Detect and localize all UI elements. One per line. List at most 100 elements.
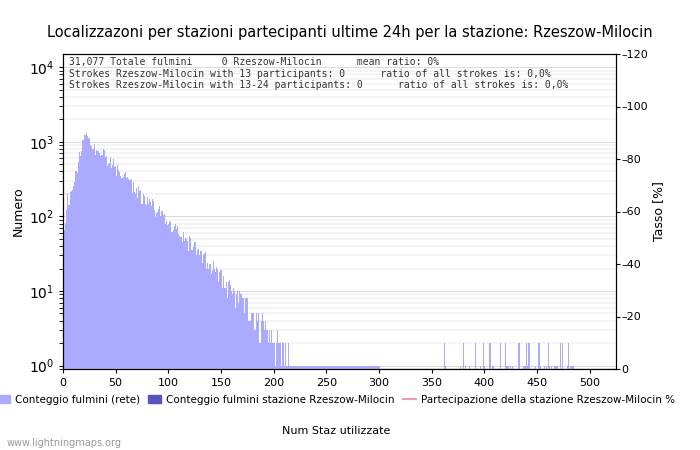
Bar xyxy=(512,365,513,450)
Bar xyxy=(229,280,230,450)
Bar xyxy=(287,365,288,450)
Bar xyxy=(152,199,153,450)
Bar xyxy=(223,288,225,450)
Bar xyxy=(294,365,295,450)
Text: 31,077 Totale fulmini     0 Rzeszow-Milocin      mean ratio: 0%
Strokes Rzeszow-: 31,077 Totale fulmini 0 Rzeszow-Milocin … xyxy=(69,57,568,90)
Bar xyxy=(489,343,490,450)
Bar xyxy=(327,365,328,450)
Bar xyxy=(72,189,73,450)
Bar xyxy=(290,365,291,450)
Bar xyxy=(127,177,128,450)
Bar xyxy=(360,365,362,450)
Bar xyxy=(83,135,85,450)
Bar xyxy=(145,204,146,450)
Bar xyxy=(125,172,126,450)
Bar xyxy=(269,330,270,450)
Bar xyxy=(162,215,164,450)
Bar xyxy=(570,365,571,450)
Bar xyxy=(276,343,277,450)
Bar xyxy=(88,139,89,450)
Bar xyxy=(375,365,377,450)
Bar xyxy=(556,365,557,450)
Text: www.lightningmaps.org: www.lightningmaps.org xyxy=(7,438,122,448)
Bar xyxy=(326,365,327,450)
Bar xyxy=(279,343,281,450)
Bar xyxy=(343,365,344,450)
Bar xyxy=(538,343,540,450)
Bar xyxy=(256,314,258,450)
Bar xyxy=(73,186,74,450)
Bar xyxy=(340,365,341,450)
Bar xyxy=(115,166,116,450)
Legend: Conteggio fulmini (rete), Conteggio fulmini stazione Rzeszow-Milocin, Partecipaz: Conteggio fulmini (rete), Conteggio fulm… xyxy=(0,391,679,409)
Bar xyxy=(116,176,117,450)
Bar xyxy=(295,365,296,450)
Bar xyxy=(250,321,251,450)
Bar xyxy=(156,213,158,450)
Bar xyxy=(338,365,339,450)
Bar xyxy=(69,205,70,450)
Bar xyxy=(307,365,308,450)
Bar xyxy=(228,283,229,450)
Bar xyxy=(555,365,556,450)
Bar xyxy=(372,365,373,450)
Bar xyxy=(274,343,275,450)
Bar xyxy=(317,365,318,450)
Bar xyxy=(99,153,100,450)
Text: Num Staz utilizzate: Num Staz utilizzate xyxy=(282,427,390,436)
Bar xyxy=(192,250,193,450)
Bar xyxy=(325,365,326,450)
Bar xyxy=(176,230,177,450)
Bar xyxy=(112,165,113,450)
Bar xyxy=(469,365,470,450)
Bar xyxy=(195,242,196,450)
Bar xyxy=(319,365,321,450)
Bar xyxy=(68,206,69,450)
Bar xyxy=(554,365,555,450)
Bar xyxy=(526,343,527,450)
Bar xyxy=(188,251,189,450)
Bar xyxy=(202,256,204,450)
Bar xyxy=(362,365,363,450)
Bar xyxy=(367,365,368,450)
Bar xyxy=(167,225,168,450)
Bar xyxy=(216,267,217,450)
Bar xyxy=(313,365,314,450)
Bar xyxy=(132,193,133,450)
Bar xyxy=(444,365,446,450)
Bar xyxy=(230,285,231,450)
Bar xyxy=(548,343,549,450)
Bar xyxy=(258,314,260,450)
Bar xyxy=(92,149,93,450)
Bar xyxy=(204,252,206,450)
Bar xyxy=(298,365,300,450)
Bar xyxy=(460,365,461,450)
Bar xyxy=(155,217,156,450)
Bar xyxy=(71,191,72,450)
Bar xyxy=(241,298,243,450)
Bar xyxy=(346,365,347,450)
Bar xyxy=(272,343,273,450)
Bar xyxy=(523,365,524,450)
Bar xyxy=(475,343,477,450)
Bar xyxy=(329,365,330,450)
Bar xyxy=(172,232,173,450)
Bar xyxy=(316,365,317,450)
Bar xyxy=(221,288,223,450)
Bar xyxy=(190,238,191,450)
Bar xyxy=(150,202,151,450)
Bar xyxy=(124,174,125,450)
Bar xyxy=(332,365,333,450)
Bar xyxy=(208,269,209,450)
Bar xyxy=(178,234,179,450)
Bar xyxy=(349,365,350,450)
Bar xyxy=(302,365,304,450)
Bar xyxy=(251,314,252,450)
Bar xyxy=(66,193,68,450)
Bar xyxy=(117,165,118,450)
Bar xyxy=(144,196,145,450)
Bar xyxy=(206,263,208,450)
Bar xyxy=(507,365,508,450)
Bar xyxy=(74,182,75,450)
Bar xyxy=(285,343,286,450)
